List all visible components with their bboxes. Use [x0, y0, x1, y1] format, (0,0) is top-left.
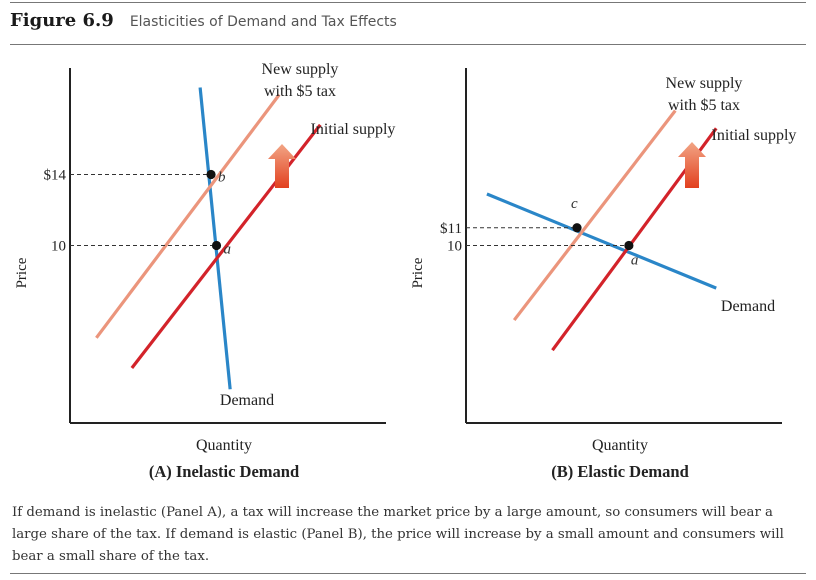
panel-b-point-label-a: a — [631, 253, 639, 269]
panel-a-line-new — [95, 93, 281, 339]
panel-b-x-axis-label: Quantity — [592, 437, 648, 454]
panel-b-point-label-c: c — [571, 196, 578, 212]
panel-a-panel-label: (A) Inelastic Demand — [149, 462, 299, 481]
panel-b-point-c — [572, 223, 582, 233]
panel-a-point-label-a: a — [224, 242, 232, 258]
panel-a-point-label-b: b — [218, 170, 226, 186]
top-rule — [10, 2, 806, 3]
charts-area: b a $14 10 Price Quantity (A) Inelastic Demand… — [14, 61, 797, 481]
panel-a-line-demand — [198, 87, 232, 390]
panel-a-new-supply-label-line2: with $5 tax — [264, 83, 336, 100]
panel-a-x-axis-label: Quantity — [196, 437, 252, 454]
panel-a-tax-shift-arrow-icon — [268, 144, 296, 188]
panel-b-tick-label-0: $11 — [440, 221, 462, 237]
panel-b-tax-shift-arrow-icon — [678, 142, 706, 188]
figure-title: Elasticities of Demand and Tax Effects — [129, 14, 397, 30]
panel-a-demand-label: Demand — [220, 392, 274, 409]
header-rule — [10, 44, 806, 45]
panel-a-point-a — [211, 240, 222, 251]
panel-b-y-axis-label: Price — [410, 257, 426, 288]
figure-header: Figure 6.9 Elasticities of Demand and Ta… — [10, 10, 397, 38]
figure-number: Figure 6.9 — [10, 10, 114, 31]
panel-b-new-supply-label-line1: New supply — [666, 75, 743, 92]
panel-b-point-a — [624, 240, 634, 251]
panel-b-tick-label-1: 10 — [447, 239, 462, 255]
figure-caption: If demand is inelastic (Panel A), a tax … — [12, 505, 784, 564]
panel-a-point-b — [206, 169, 216, 180]
panel-b-demand-label: Demand — [721, 298, 775, 315]
panel-b-new-supply-label-line2: with $5 tax — [668, 97, 740, 114]
panel-b-line-demand — [486, 192, 717, 290]
panel-b-initial-supply-label: Initial supply — [712, 127, 797, 144]
panel-b-panel-label: (B) Elastic Demand — [551, 462, 689, 481]
panel-a-tick-label-1: 10 — [51, 239, 66, 255]
panel-a-new-supply-label-line1: New supply — [262, 61, 339, 78]
panel-b-line-new — [512, 109, 677, 322]
panel-a-y-axis-label: Price — [14, 257, 30, 288]
panel-a-tick-label-0: $14 — [44, 168, 67, 184]
bottom-rule — [10, 573, 806, 574]
panel-a-initial-supply-label: Initial supply — [311, 121, 396, 138]
